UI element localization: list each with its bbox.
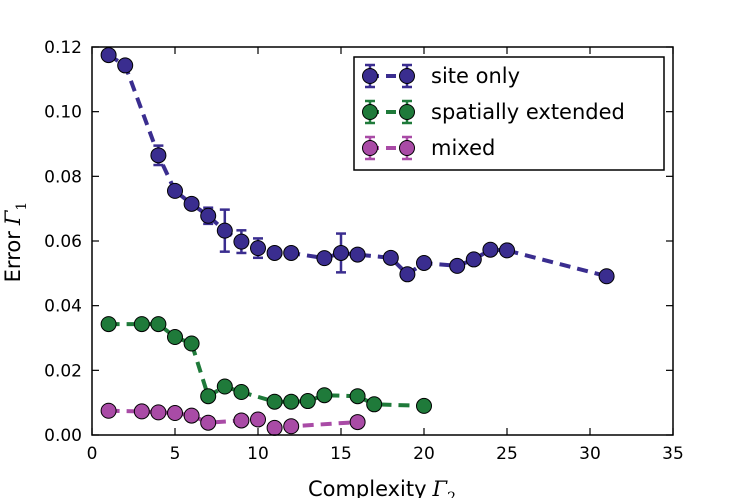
legend-label: spatially extended bbox=[431, 100, 625, 124]
data-point-site-only bbox=[399, 266, 416, 283]
legend-label: mixed bbox=[431, 136, 495, 160]
data-point-site-only bbox=[117, 57, 134, 74]
data-point-spatially-extended bbox=[167, 329, 183, 346]
data-point-site-only bbox=[316, 250, 333, 267]
x-tick-label: 10 bbox=[247, 444, 269, 464]
data-point-mixed bbox=[183, 407, 200, 424]
data-point-spatially-extended bbox=[349, 388, 366, 405]
data-point-spatially-extended bbox=[366, 396, 383, 413]
data-point-mixed bbox=[100, 402, 117, 419]
x-tick-label: 20 bbox=[413, 444, 435, 464]
data-point-mixed bbox=[349, 414, 366, 431]
data-point-site-only bbox=[266, 244, 283, 261]
data-point-site-only bbox=[449, 257, 466, 274]
legend-entry-spatially-extended: spatially extended bbox=[362, 99, 625, 125]
data-point-site-only bbox=[349, 246, 366, 263]
data-markers bbox=[100, 47, 615, 436]
legend-entry-mixed: mixed bbox=[362, 135, 495, 161]
data-point-site-only bbox=[216, 222, 233, 239]
data-point-spatially-extended bbox=[416, 397, 432, 414]
axes bbox=[91, 46, 674, 436]
y-tick-label: 0.04 bbox=[44, 297, 82, 317]
y-tick-label: 0.06 bbox=[44, 232, 82, 252]
tick-labels: 0 5 10 15 20 25 30 35 0.00 0.02 0.04 0.06 0.08 0.10 0.… bbox=[44, 38, 684, 464]
data-point-site-only bbox=[382, 249, 399, 266]
x-tick-label: 35 bbox=[662, 444, 684, 464]
data-point-site-only bbox=[100, 47, 117, 64]
data-point-site-only bbox=[333, 244, 349, 261]
x-tick-label: 15 bbox=[330, 444, 352, 464]
y-axis-title: ErrorΓ1 bbox=[1, 202, 30, 283]
data-point-spatially-extended bbox=[150, 316, 167, 333]
series-line-spatially-extended bbox=[108, 322, 425, 408]
y-tick-label: 0.08 bbox=[44, 167, 82, 187]
data-point-site-only bbox=[183, 195, 200, 212]
data-point-spatially-extended bbox=[283, 393, 300, 410]
legend: site only spatially extended mixed bbox=[353, 56, 665, 171]
data-point-spatially-extended bbox=[200, 388, 217, 405]
data-point-spatially-extended bbox=[183, 335, 200, 352]
series-line-site-only bbox=[107, 53, 608, 279]
data-point-spatially-extended bbox=[316, 387, 333, 404]
data-point-mixed bbox=[250, 411, 266, 428]
data-point-mixed bbox=[133, 403, 150, 420]
y-tick-label: 0.00 bbox=[44, 426, 82, 446]
data-point-mixed bbox=[167, 405, 183, 422]
data-point-spatially-extended bbox=[133, 316, 150, 333]
data-point-site-only bbox=[465, 251, 482, 268]
data-point-mixed bbox=[200, 414, 217, 431]
data-point-spatially-extended bbox=[100, 316, 117, 333]
x-tick-label: 25 bbox=[496, 444, 518, 464]
x-axis-title: Complexity Γ2 bbox=[308, 477, 456, 498]
data-point-mixed bbox=[150, 404, 167, 421]
y-tick-label: 0.10 bbox=[44, 103, 82, 123]
y-tick-label: 0.12 bbox=[44, 38, 82, 58]
data-point-mixed bbox=[283, 418, 300, 435]
data-point-site-only bbox=[499, 242, 515, 259]
data-point-spatially-extended bbox=[216, 378, 233, 395]
data-point-site-only bbox=[150, 147, 167, 164]
data-point-spatially-extended bbox=[266, 393, 283, 410]
data-point-site-only bbox=[283, 244, 300, 261]
data-point-spatially-extended bbox=[233, 383, 250, 400]
x-tick-label: 5 bbox=[170, 444, 181, 464]
data-point-site-only bbox=[200, 207, 217, 224]
data-point-mixed bbox=[266, 419, 283, 436]
legend-entry-site-only: site only bbox=[362, 63, 520, 89]
data-point-site-only bbox=[598, 268, 615, 285]
data-point-site-only bbox=[167, 182, 183, 199]
x-tick-label: 0 bbox=[87, 444, 98, 464]
x-tick-label: 30 bbox=[579, 444, 601, 464]
data-point-site-only bbox=[250, 240, 266, 257]
data-point-mixed bbox=[233, 412, 250, 429]
data-point-spatially-extended bbox=[299, 393, 316, 410]
data-point-site-only bbox=[416, 254, 432, 271]
data-point-site-only bbox=[233, 233, 250, 250]
legend-label: site only bbox=[431, 64, 520, 88]
data-point-site-only bbox=[482, 241, 499, 258]
y-tick-label: 0.02 bbox=[44, 361, 82, 381]
